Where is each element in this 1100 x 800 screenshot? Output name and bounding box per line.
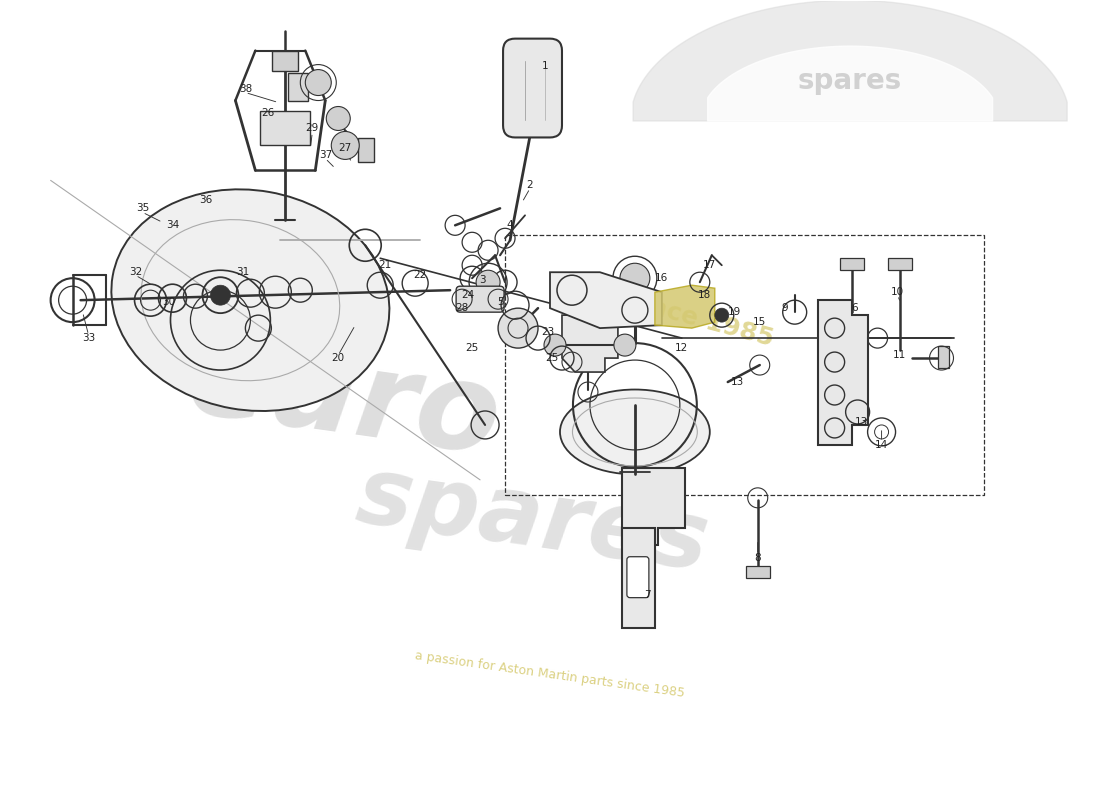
Text: 2: 2 (527, 180, 534, 190)
Text: 22: 22 (414, 270, 427, 280)
Text: 10: 10 (891, 287, 904, 297)
FancyBboxPatch shape (627, 557, 649, 598)
Text: 33: 33 (82, 333, 96, 343)
Text: 29: 29 (306, 123, 319, 134)
Text: 32: 32 (129, 267, 142, 278)
Circle shape (327, 106, 350, 130)
Text: 8: 8 (755, 553, 761, 562)
Text: 25: 25 (546, 353, 559, 363)
FancyBboxPatch shape (839, 258, 864, 270)
Polygon shape (621, 468, 685, 545)
Text: since 1985: since 1985 (624, 289, 777, 351)
Polygon shape (817, 300, 868, 445)
Text: spares: spares (798, 66, 902, 94)
Circle shape (476, 270, 501, 294)
Text: 13: 13 (855, 417, 868, 427)
Text: 35: 35 (136, 203, 150, 214)
Text: 31: 31 (235, 267, 249, 278)
Text: 20: 20 (332, 353, 344, 363)
FancyBboxPatch shape (273, 50, 298, 70)
Text: 38: 38 (239, 83, 252, 94)
Text: 30: 30 (162, 297, 175, 307)
Text: 3: 3 (478, 275, 485, 286)
Polygon shape (550, 272, 662, 328)
Text: 17: 17 (703, 260, 716, 270)
Circle shape (544, 334, 566, 356)
Circle shape (498, 308, 538, 348)
Text: a passion for Aston Martin parts since 1985: a passion for Aston Martin parts since 1… (415, 649, 685, 700)
FancyBboxPatch shape (288, 73, 308, 101)
Text: spares: spares (350, 450, 714, 590)
Text: 14: 14 (874, 440, 888, 450)
Circle shape (614, 334, 636, 356)
Text: 26: 26 (262, 107, 275, 118)
Circle shape (210, 285, 230, 305)
Text: 27: 27 (339, 143, 352, 154)
Text: 37: 37 (319, 150, 332, 161)
Circle shape (620, 263, 650, 293)
FancyBboxPatch shape (456, 286, 504, 312)
Text: euro: euro (180, 320, 508, 480)
Text: 15: 15 (754, 317, 767, 327)
Text: 7: 7 (645, 590, 651, 600)
Circle shape (331, 131, 360, 159)
Ellipse shape (560, 390, 710, 474)
Text: 6: 6 (851, 303, 858, 313)
Text: 13: 13 (732, 377, 745, 387)
FancyBboxPatch shape (888, 258, 912, 270)
Text: 36: 36 (199, 195, 212, 206)
FancyBboxPatch shape (746, 566, 770, 578)
Text: 1: 1 (541, 61, 548, 70)
Circle shape (306, 70, 331, 95)
Text: 5: 5 (497, 297, 504, 307)
Ellipse shape (111, 190, 389, 411)
Polygon shape (621, 528, 654, 628)
Text: 11: 11 (893, 350, 906, 360)
Text: 16: 16 (656, 274, 669, 283)
Polygon shape (562, 315, 618, 372)
Circle shape (715, 308, 729, 322)
Text: 4: 4 (507, 220, 514, 230)
Text: 18: 18 (698, 290, 712, 300)
Text: 12: 12 (675, 343, 689, 353)
FancyBboxPatch shape (503, 38, 562, 138)
Text: 23: 23 (541, 327, 554, 337)
Text: 21: 21 (378, 260, 392, 270)
Text: 25: 25 (465, 343, 478, 353)
Text: 19: 19 (728, 307, 741, 317)
Text: 9: 9 (781, 303, 788, 313)
FancyBboxPatch shape (359, 138, 374, 162)
Text: 28: 28 (455, 303, 469, 313)
Polygon shape (654, 285, 715, 328)
Text: 24: 24 (462, 290, 475, 300)
Text: 34: 34 (166, 220, 179, 230)
FancyBboxPatch shape (937, 346, 949, 368)
FancyBboxPatch shape (261, 110, 310, 146)
